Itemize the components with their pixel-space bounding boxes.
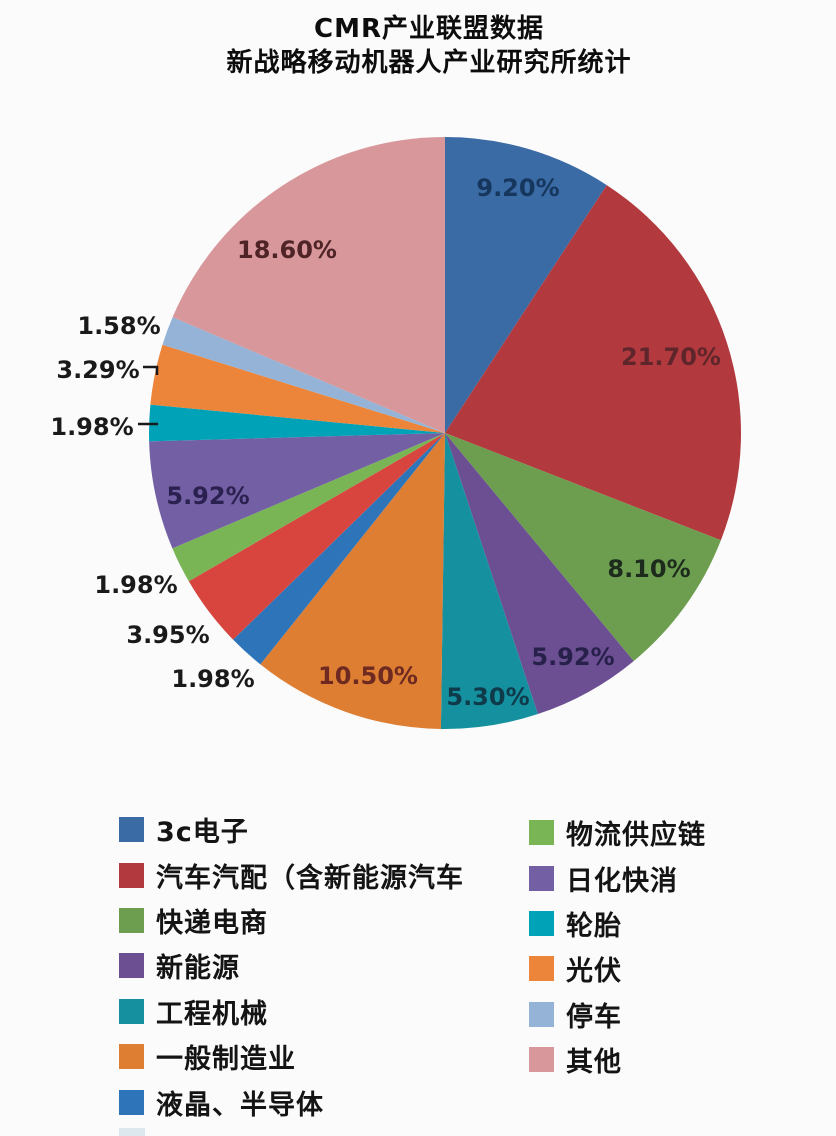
pie-slice-label: 5.92% bbox=[531, 643, 615, 671]
legend-label: 轮胎 bbox=[566, 910, 622, 942]
pie-slice-label: 1.58% bbox=[77, 312, 161, 340]
legend-swatch bbox=[529, 910, 554, 936]
pie-slice bbox=[172, 433, 445, 582]
legend-label: 液晶、半导体 bbox=[156, 1089, 324, 1121]
pie-slice-label: 3.29% bbox=[56, 356, 140, 384]
pie-slice-label: 1.98% bbox=[171, 665, 255, 693]
legend-swatch bbox=[119, 953, 144, 979]
legend-item: 工程机械 bbox=[119, 989, 464, 1034]
legend-label: 停车 bbox=[566, 1001, 622, 1033]
pie-slice-label: 18.60% bbox=[237, 236, 337, 264]
legend-item: 轮胎 bbox=[529, 901, 706, 946]
pie-slice-label: 1.98% bbox=[50, 413, 134, 441]
legend-column-right: 物流供应链日化快消轮胎光伏停车其他 bbox=[529, 810, 706, 1082]
pie-slice bbox=[150, 344, 445, 433]
pie-slice-label: 10.50% bbox=[318, 662, 418, 690]
legend-label: 新能源 bbox=[156, 953, 240, 985]
legend-item: 一般制造业 bbox=[119, 1034, 464, 1079]
legend-label: 工程机械 bbox=[156, 998, 268, 1030]
legend-column-left: 3c电子汽车汽配（含新能源汽车 快递电商新能源工程机械一般制造业液晶、半导体 bbox=[119, 807, 464, 1125]
pie-slice bbox=[445, 433, 721, 662]
legend-item: 光伏 bbox=[529, 946, 706, 991]
pie-slice-label: 8.10% bbox=[607, 555, 691, 583]
legend-swatch bbox=[529, 1001, 554, 1027]
legend-label: 汽车汽配（含新能源汽车 bbox=[156, 862, 464, 894]
legend-label: 一般制造业 bbox=[156, 1044, 296, 1076]
legend-swatch bbox=[119, 907, 144, 933]
legend-swatch bbox=[529, 1047, 554, 1073]
legend-label: 快递电商 bbox=[156, 907, 268, 939]
chart-title: CMR产业联盟数据 新战略移动机器人产业研究所统计 bbox=[22, 12, 836, 80]
legend-label: 日化快消 bbox=[566, 865, 678, 897]
pie-slice-label: 1.98% bbox=[94, 571, 178, 599]
pie-slice bbox=[149, 433, 445, 549]
chart-title-line-1: CMR产业联盟数据 bbox=[314, 14, 544, 44]
legend-item: 物流供应链 bbox=[529, 810, 706, 855]
legend-label: 其他 bbox=[566, 1047, 622, 1079]
legend-swatch bbox=[119, 862, 144, 888]
legend-item: 快递电商 bbox=[119, 898, 464, 943]
legend-swatch bbox=[529, 956, 554, 982]
legend-label: 光伏 bbox=[566, 956, 622, 988]
legend-swatch bbox=[119, 1044, 144, 1070]
pie-slice bbox=[440, 433, 538, 729]
legend-item: 新能源 bbox=[119, 943, 464, 988]
pie-slice bbox=[162, 317, 445, 433]
pie-slice bbox=[445, 137, 607, 433]
legend-item: 3c电子 bbox=[119, 807, 464, 852]
legend-swatch bbox=[529, 820, 554, 846]
pie-slice-label: 5.92% bbox=[166, 482, 250, 510]
legend-partial-row-cutoff bbox=[119, 1128, 145, 1136]
legend-item: 停车 bbox=[529, 992, 706, 1037]
legend-swatch bbox=[119, 1089, 144, 1115]
pie-slice bbox=[149, 404, 445, 442]
pie-slice bbox=[260, 433, 445, 729]
label-leader-line bbox=[143, 365, 159, 375]
legend-item: 其他 bbox=[529, 1037, 706, 1082]
legend-swatch bbox=[529, 865, 554, 891]
legend-item: 汽车汽配（含新能源汽车 bbox=[119, 852, 464, 897]
pie-slice bbox=[445, 433, 634, 715]
pie-slice-label: 5.30% bbox=[446, 683, 530, 711]
legend-swatch bbox=[119, 998, 144, 1024]
pie-slice-label: 9.20% bbox=[476, 174, 560, 202]
pie-slice-label: 3.95% bbox=[126, 621, 210, 649]
pie-slice-label: 21.70% bbox=[621, 343, 721, 371]
chart-title-line-2: 新战略移动机器人产业研究所统计 bbox=[226, 48, 632, 78]
pie-slice bbox=[172, 137, 446, 433]
legend-swatch bbox=[119, 817, 144, 843]
legend-item: 液晶、半导体 bbox=[119, 1079, 464, 1124]
pie-slice bbox=[233, 433, 445, 665]
legend-item: 日化快消 bbox=[529, 855, 706, 900]
legend-label: 3c电子 bbox=[156, 817, 249, 849]
pie-slice bbox=[445, 185, 741, 541]
legend-label: 物流供应链 bbox=[566, 820, 706, 852]
pie-slice bbox=[188, 433, 445, 640]
